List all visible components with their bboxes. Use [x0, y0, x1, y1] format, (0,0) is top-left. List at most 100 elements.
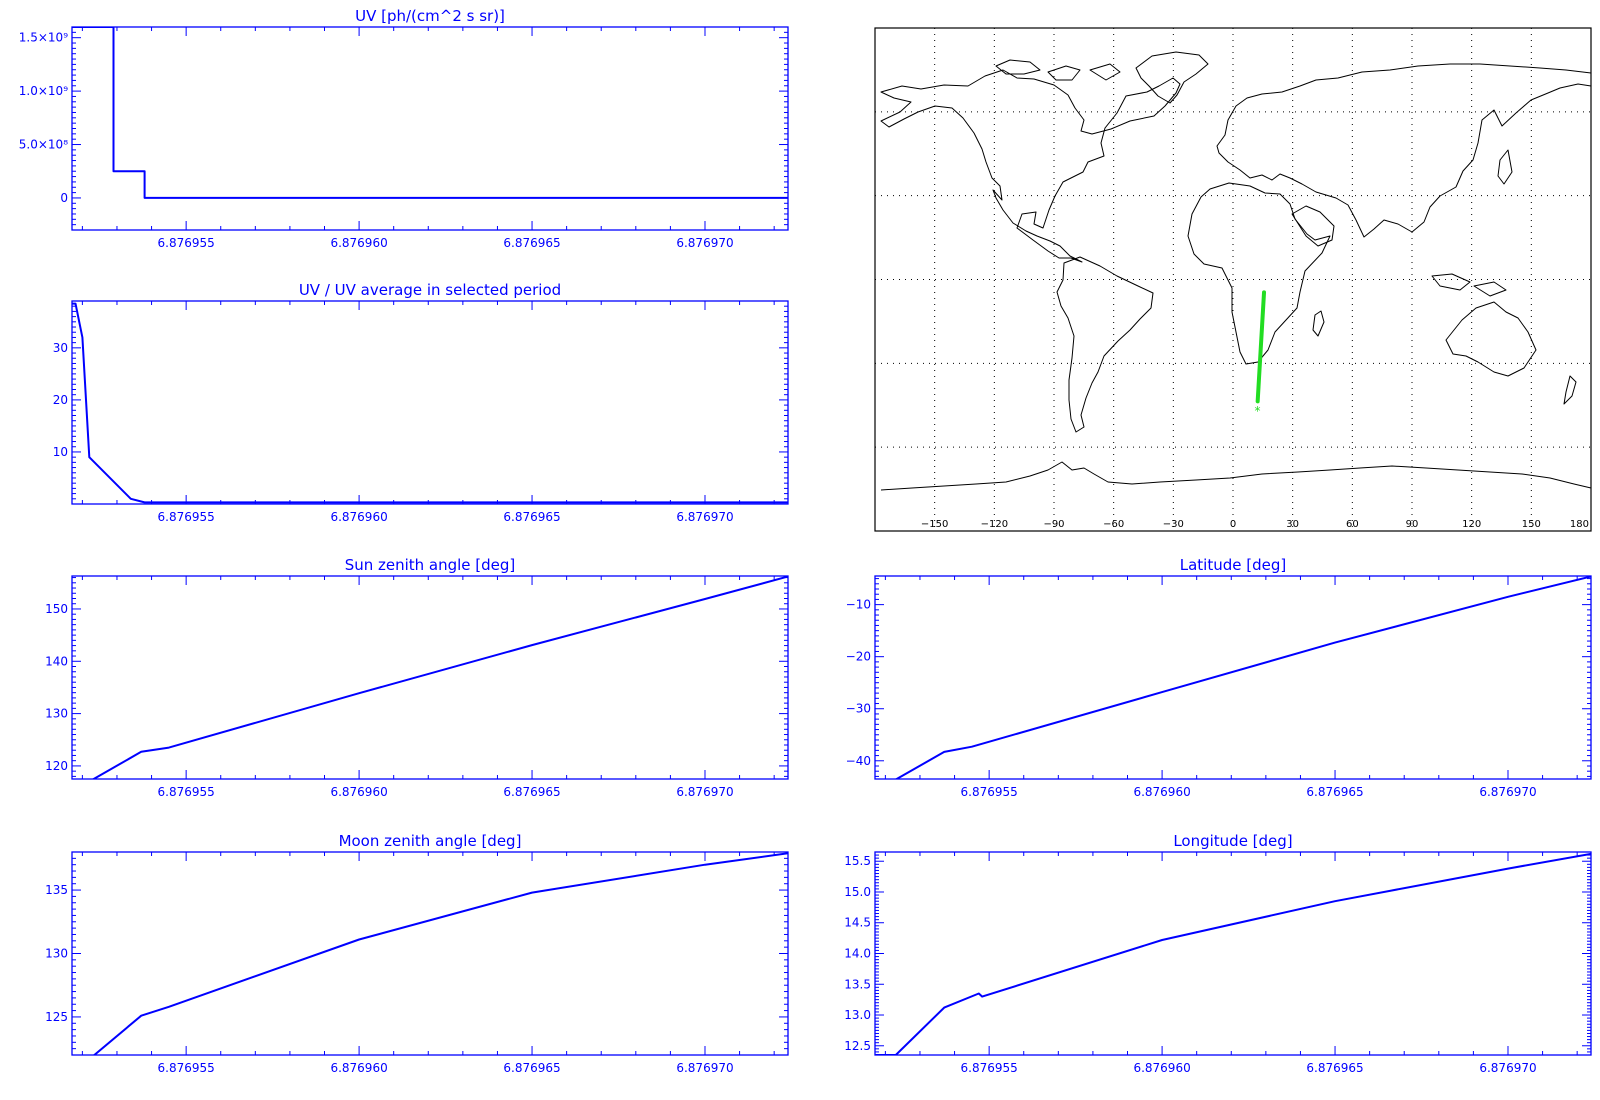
uv-y-tick-label: 1.0×10⁹	[19, 84, 68, 98]
coastline-islands-east	[1431, 149, 1513, 297]
uv-frame	[71, 26, 789, 231]
map-x-tick-label: −60	[1103, 519, 1124, 530]
longitude-y-tick-label: 12.5	[844, 1039, 871, 1053]
map-x-tick-labels: −150 −120 −90 −60 −30 0 30 60 90 120 150 180	[921, 519, 1589, 530]
moon_zenith-x-tick-label: 6.876960	[330, 1061, 387, 1075]
uv-x-tick-label: 6.876970	[676, 236, 733, 250]
coastline-arabia	[1291, 205, 1335, 247]
map-x-tick-label: 180	[1570, 519, 1589, 530]
moon_zenith-y-tick-label: 125	[45, 1010, 68, 1024]
coastlines	[880, 51, 1592, 491]
longitude-y-tick-label: 14.0	[844, 947, 871, 961]
longitude-frame	[874, 851, 1592, 1056]
coastline-arctic-islands	[995, 59, 1121, 81]
longitude-y-tick-label: 15.0	[844, 885, 871, 899]
uv_ratio-x-tick-label: 6.876965	[503, 510, 560, 524]
moon-zenith-plot: Moon zenith angle [deg] 6.876955 6.876960 6…	[45, 832, 789, 1075]
uv_ratio-y-tick-label: 10	[53, 445, 68, 459]
uv-series-line	[72, 27, 788, 199]
uv-y-tick-label: 0	[60, 191, 68, 205]
uv_ratio-series-line	[72, 302, 788, 504]
longitude-y-tick-label: 15.5	[844, 854, 871, 868]
latitude-y-tick-label: −40	[846, 754, 871, 768]
longitude-y-tick-label: 14.5	[844, 916, 871, 930]
sun_zenith-y-tick-label: 150	[45, 602, 68, 616]
latitude-y-tick-label: −20	[846, 650, 871, 664]
coastline-madagascar	[1312, 310, 1325, 337]
sun_zenith-x-tick-label: 6.876965	[503, 785, 560, 799]
moon_zenith-y-tick-label: 130	[45, 947, 68, 961]
map-x-tick-label: −150	[921, 519, 948, 530]
sun_zenith-x-tick-label: 6.876970	[676, 785, 733, 799]
longitude-x-tick-label: 6.876960	[1133, 1061, 1190, 1075]
moon_zenith-y-tick-label: 135	[45, 883, 68, 897]
uv_ratio-x-tick-label: 6.876970	[676, 510, 733, 524]
uv_ratio-x-tick-label: 6.876955	[158, 510, 215, 524]
sun_zenith-frame	[71, 575, 789, 780]
track-start-marker: *	[1254, 404, 1260, 418]
latitude-plot: Latitude [deg] 6.876955 6.876960 6.876965 6.…	[846, 556, 1592, 799]
coastline-north-america	[880, 69, 1181, 263]
sun_zenith-y-tick-label: 120	[45, 759, 68, 773]
uv-ratio-plot: UV / UV average in selected period 6.8769…	[53, 281, 789, 524]
sun_zenith-y-tick-label: 130	[45, 707, 68, 721]
latitude-x-tick-label: 6.876955	[961, 785, 1018, 799]
latitude-y-tick-label: −10	[846, 598, 871, 612]
uv_ratio-x-tick-label: 6.876960	[330, 510, 387, 524]
uv_ratio-frame	[71, 300, 789, 505]
sun-zenith-plot: Sun zenith angle [deg] 6.876955 6.876960 6.…	[45, 556, 789, 799]
uv-x-tick-label: 6.876960	[330, 236, 387, 250]
map-x-tick-label: −120	[981, 519, 1008, 530]
world-map-plot: * −150 −120 −90 −60 −30 0 30 60 90 120 150 180	[874, 27, 1592, 532]
uv-x-tick-label: 6.876965	[503, 236, 560, 250]
coastline-africa	[1187, 182, 1331, 365]
latitude-series-line	[875, 576, 1591, 779]
longitude-y-tick-label: 13.0	[844, 1008, 871, 1022]
longitude-title: Longitude [deg]	[1173, 832, 1292, 850]
sun_zenith-y-tick-label: 140	[45, 654, 68, 668]
map-x-tick-label: 90	[1406, 519, 1419, 530]
satellite-track-line	[1255, 290, 1267, 404]
longitude-y-tick-label: 13.5	[844, 977, 871, 991]
moon_zenith-title: Moon zenith angle [deg]	[339, 832, 522, 850]
sun_zenith-x-tick-label: 6.876960	[330, 785, 387, 799]
longitude-x-tick-label: 6.876955	[961, 1061, 1018, 1075]
uv_ratio-y-tick-label: 20	[53, 393, 68, 407]
coastline-australia	[1445, 301, 1537, 377]
latitude-x-tick-label: 6.876965	[1306, 785, 1363, 799]
map-x-tick-label: −90	[1043, 519, 1064, 530]
map-x-tick-label: 0	[1230, 519, 1236, 530]
map-x-tick-label: 30	[1286, 519, 1299, 530]
coastline-new-zealand	[1563, 375, 1577, 405]
longitude-series-line	[875, 852, 1591, 1055]
map-x-tick-label: 60	[1346, 519, 1359, 530]
coastline-south-america	[1056, 256, 1154, 433]
sun_zenith-series-line	[72, 576, 788, 779]
map-x-tick-label: 120	[1462, 519, 1481, 530]
longitude-x-tick-label: 6.876965	[1306, 1061, 1363, 1075]
map-x-tick-label: −30	[1163, 519, 1184, 530]
sun_zenith-title: Sun zenith angle [deg]	[345, 556, 516, 574]
moon_zenith-x-tick-label: 6.876955	[158, 1061, 215, 1075]
uv_ratio-title: UV / UV average in selected period	[299, 281, 561, 299]
longitude-x-tick-label: 6.876970	[1479, 1061, 1536, 1075]
uv-title: UV [ph/(cm^2 s sr)]	[355, 7, 505, 25]
longitude-plot: Longitude [deg] 6.876955 6.876960 6.876965 6…	[844, 832, 1592, 1075]
moon_zenith-frame	[71, 851, 789, 1056]
uv-plot: UV [ph/(cm^2 s sr)] 6.876955 6.876960 6.876…	[19, 7, 789, 250]
moon_zenith-series-line	[92, 852, 788, 1055]
coastline-greenland	[1135, 51, 1209, 104]
latitude-frame	[874, 575, 1592, 780]
uv-x-tick-label: 6.876955	[158, 236, 215, 250]
sun_zenith-x-tick-label: 6.876955	[158, 785, 215, 799]
coastline-antarctica	[880, 461, 1592, 491]
latitude-x-tick-label: 6.876960	[1133, 785, 1190, 799]
uv_ratio-y-tick-label: 30	[53, 341, 68, 355]
moon_zenith-x-tick-label: 6.876965	[503, 1061, 560, 1075]
map-x-tick-label: 150	[1522, 519, 1541, 530]
moon_zenith-x-tick-label: 6.876970	[676, 1061, 733, 1075]
latitude-y-tick-label: −30	[846, 702, 871, 716]
uv-y-tick-label: 5.0×10⁸	[19, 138, 68, 152]
latitude-title: Latitude [deg]	[1180, 556, 1286, 574]
